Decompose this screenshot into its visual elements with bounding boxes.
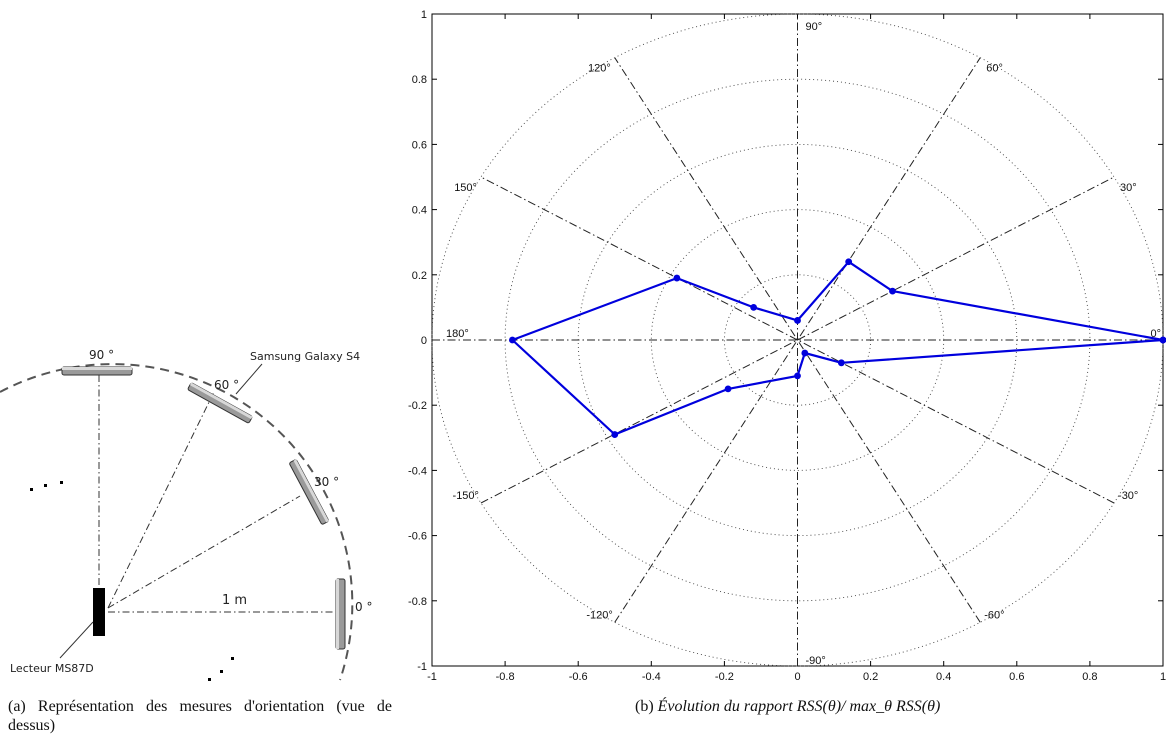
label-60: 60 ° bbox=[214, 378, 239, 392]
x-tick-label: 0.8 bbox=[1082, 671, 1097, 683]
reader-device bbox=[93, 588, 105, 636]
chart-layer: -1 -0.8 -0.6 -0.4 -0.2 0 0.2 0.4 0.6 0.8 1 1 0.8 0.6 0… bbox=[408, 9, 1166, 683]
data-point bbox=[794, 317, 801, 324]
measurement-arc bbox=[0, 363, 354, 681]
y-tick-label: -0.8 bbox=[408, 596, 427, 608]
angle-label: 150° bbox=[454, 182, 477, 194]
angle-label: -60° bbox=[984, 609, 1004, 621]
data-point bbox=[794, 372, 801, 380]
data-point bbox=[837, 359, 845, 367]
data-point bbox=[1159, 336, 1166, 344]
x-tick-label: 1 bbox=[1160, 671, 1166, 683]
x-tick-label: -0.8 bbox=[496, 671, 515, 683]
angle-label: -90° bbox=[806, 655, 826, 667]
caption-a: (a) Représentation des mesures d'orienta… bbox=[8, 697, 392, 735]
data-point bbox=[611, 431, 619, 438]
x-tick-label: 0.2 bbox=[863, 671, 878, 683]
data-point bbox=[750, 304, 758, 311]
angle-label: -30° bbox=[1118, 490, 1138, 502]
angle-label: 60° bbox=[986, 63, 1003, 75]
line-60 bbox=[107, 391, 215, 609]
y-tick-label: -0.6 bbox=[408, 531, 427, 543]
y-tick-label: 0.4 bbox=[412, 205, 427, 217]
x-tick-label: -0.4 bbox=[642, 671, 661, 683]
orientation-diagram: 90 ° 60 ° 30 ° 0 ° Samsung Galaxy S4 Lec… bbox=[0, 348, 372, 681]
data-point bbox=[801, 349, 809, 357]
angle-spoke bbox=[614, 57, 981, 623]
y-tick-label: 0.8 bbox=[412, 74, 427, 86]
y-tick-label: -0.4 bbox=[408, 465, 427, 477]
angle-spoke bbox=[614, 57, 981, 623]
caption-b: (b) Évolution du rapport RSS(θ)/ max_θ R… bbox=[635, 697, 1055, 716]
x-tick-label: 0.4 bbox=[936, 671, 951, 683]
phone-30 bbox=[289, 459, 329, 525]
phone-60 bbox=[187, 382, 253, 424]
y-tick-label: 1 bbox=[421, 9, 427, 21]
ellipsis-left bbox=[30, 481, 63, 491]
reader-pointer bbox=[59, 621, 94, 659]
series-line bbox=[511, 260, 1164, 436]
caption-a-text: Représentation des mesures d'orientation… bbox=[8, 698, 393, 734]
angle-label: -120° bbox=[586, 609, 612, 621]
label-90: 90 ° bbox=[89, 348, 114, 362]
ellipsis-bottom bbox=[208, 657, 234, 681]
caption-b-prefix: (b) bbox=[635, 698, 654, 715]
x-tick-label: 0 bbox=[794, 671, 800, 683]
line-30 bbox=[107, 495, 301, 609]
angle-label: 0° bbox=[1150, 328, 1161, 340]
y-tick-label: -1 bbox=[417, 661, 427, 673]
angle-spoke bbox=[480, 176, 1115, 504]
data-point bbox=[673, 274, 681, 282]
label-0: 0 ° bbox=[355, 600, 372, 614]
y-tick-label: 0 bbox=[421, 335, 427, 347]
label-phone: Samsung Galaxy S4 bbox=[250, 350, 360, 363]
y-tick-label: 0.6 bbox=[412, 139, 427, 151]
angle-label: 120° bbox=[588, 63, 611, 75]
angle-label: 30° bbox=[1120, 182, 1137, 194]
label-reader: Lecteur MS87D bbox=[10, 662, 94, 675]
data-point bbox=[845, 258, 853, 266]
y-tick-label: 0.2 bbox=[412, 270, 427, 282]
angle-spoke bbox=[480, 176, 1115, 504]
caption-b-text: Évolution du rapport RSS(θ)/ max_θ RSS(θ… bbox=[657, 698, 941, 715]
label-distance: 1 m bbox=[222, 593, 247, 608]
phone-pointer bbox=[235, 363, 263, 395]
angle-label: 90° bbox=[806, 21, 823, 33]
x-tick-label: -1 bbox=[427, 671, 437, 683]
data-point bbox=[889, 287, 896, 295]
x-tick-label: -0.2 bbox=[715, 671, 734, 683]
y-tick-label: -0.2 bbox=[408, 400, 427, 412]
angle-label: 180° bbox=[446, 328, 469, 340]
data-point bbox=[509, 336, 516, 344]
data-point bbox=[724, 385, 732, 393]
angle-label: -150° bbox=[453, 490, 479, 502]
caption-a-prefix: (a) bbox=[8, 698, 26, 715]
x-tick-label: 0.6 bbox=[1009, 671, 1024, 683]
label-30: 30 ° bbox=[314, 475, 339, 489]
x-tick-label: -0.6 bbox=[569, 671, 588, 683]
